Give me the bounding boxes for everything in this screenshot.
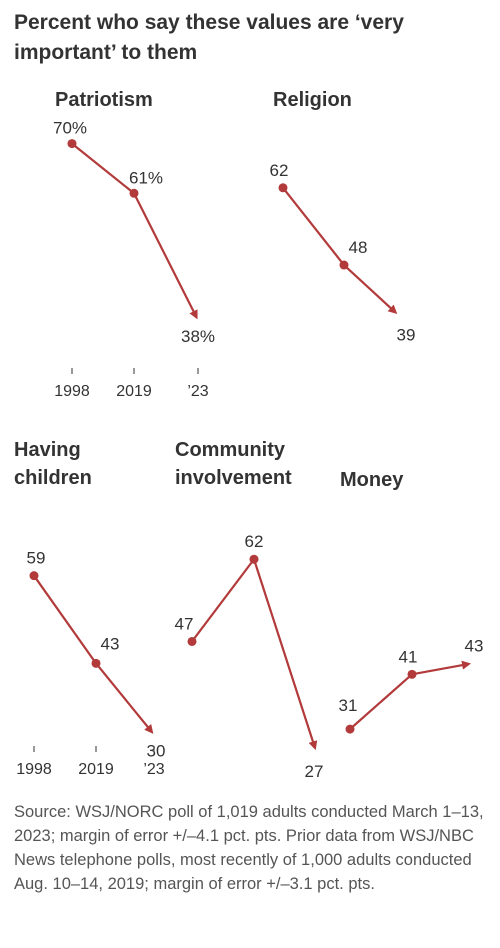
x-tick-label: 1998 <box>54 383 90 400</box>
data-label: 43 <box>465 636 484 655</box>
panel-title: Money <box>340 469 404 491</box>
series-line-segment <box>282 187 345 266</box>
series-arrow-segment <box>411 660 472 676</box>
x-tick-label: ’23 <box>187 383 208 400</box>
panel-3: Community involvement 47 62 27 <box>175 439 324 781</box>
data-label: 48 <box>349 238 368 257</box>
data-point <box>278 183 288 193</box>
panel-title: Having <box>14 439 81 461</box>
data-label: 39 <box>397 326 416 345</box>
data-label: 41 <box>399 647 418 666</box>
data-point <box>249 554 259 564</box>
x-tick-label: 1998 <box>16 761 52 778</box>
x-tick-label: 2019 <box>78 761 114 778</box>
data-label: 47 <box>175 614 194 633</box>
series-line-segment <box>71 142 135 195</box>
data-point <box>129 188 139 198</box>
chart-title: Percent who say these values are ‘very i… <box>14 11 404 64</box>
data-point <box>407 669 417 679</box>
data-label: 61% <box>129 168 163 187</box>
x-tick-label: ’23 <box>143 761 164 778</box>
data-label: 62 <box>245 532 264 551</box>
series-arrow-segment <box>343 264 398 315</box>
panel-title: involvement <box>175 467 292 489</box>
source-note: Source: WSJ/NORC poll of 1,019 adults co… <box>14 803 484 893</box>
panel-title: Religion <box>273 89 352 111</box>
series-line-segment <box>33 575 97 664</box>
panel-4: Money 31 41 43 <box>339 469 484 734</box>
panel-2: Having children 59 43 30 1998 2019 ’23 <box>14 439 165 778</box>
small-multiples-chart: Patriotism 70% 61% 38% 1998 2019 ’23 Religion 62… <box>14 89 484 781</box>
data-label: 43 <box>101 634 120 653</box>
panel-title: children <box>14 467 92 489</box>
series-line-segment <box>349 673 413 730</box>
data-label: 62 <box>270 161 289 180</box>
data-point <box>187 636 197 646</box>
series-line-segment <box>191 558 255 643</box>
data-point <box>91 658 101 668</box>
data-label: 30 <box>147 742 166 761</box>
x-tick-label: 2019 <box>116 383 152 400</box>
data-point <box>67 139 77 149</box>
panel-0: Patriotism 70% 61% 38% 1998 2019 ’23 <box>53 89 215 400</box>
data-label: 59 <box>27 549 46 568</box>
data-point <box>29 571 39 581</box>
series-arrow-segment <box>252 558 318 751</box>
panel-1: Religion 62 48 39 <box>270 89 416 345</box>
data-label: 31 <box>339 696 358 715</box>
series-arrow-segment <box>133 192 198 320</box>
series-arrow-segment <box>95 662 154 734</box>
data-label: 70% <box>53 119 87 138</box>
data-point <box>339 260 349 270</box>
data-point <box>345 724 355 734</box>
data-label: 38% <box>181 327 215 346</box>
panel-title: Patriotism <box>55 89 153 111</box>
panel-title: Community <box>175 439 286 461</box>
data-label: 27 <box>305 762 324 781</box>
